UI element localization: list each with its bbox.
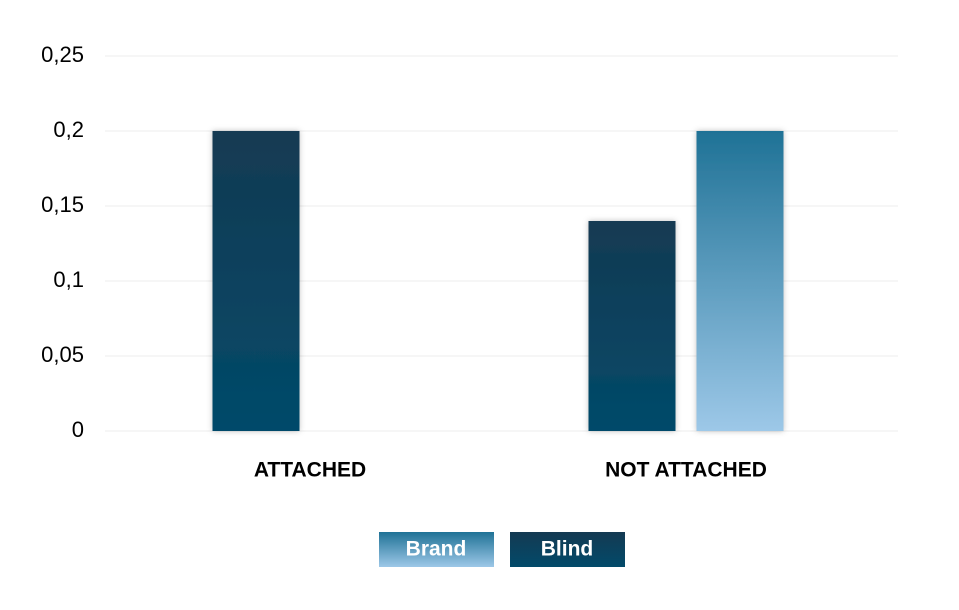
y-tick-label: 0,2 xyxy=(53,117,84,142)
y-tick-label: 0,1 xyxy=(53,267,84,292)
legend-swatch xyxy=(379,532,494,567)
legend-swatch xyxy=(510,532,625,567)
bar xyxy=(212,131,300,431)
y-tick-label: 0,05 xyxy=(41,342,84,367)
bar xyxy=(696,131,784,431)
legend-label: Brand xyxy=(406,538,467,561)
y-tick-label: 0 xyxy=(72,417,84,442)
y-tick-label: 0,15 xyxy=(41,192,84,217)
bar xyxy=(588,221,676,431)
x-tick-label: NOT ATTACHED xyxy=(605,459,767,482)
legend-label: Blind xyxy=(541,538,594,561)
x-tick-label: ATTACHED xyxy=(254,459,366,482)
y-tick-label: 0,25 xyxy=(41,42,84,67)
